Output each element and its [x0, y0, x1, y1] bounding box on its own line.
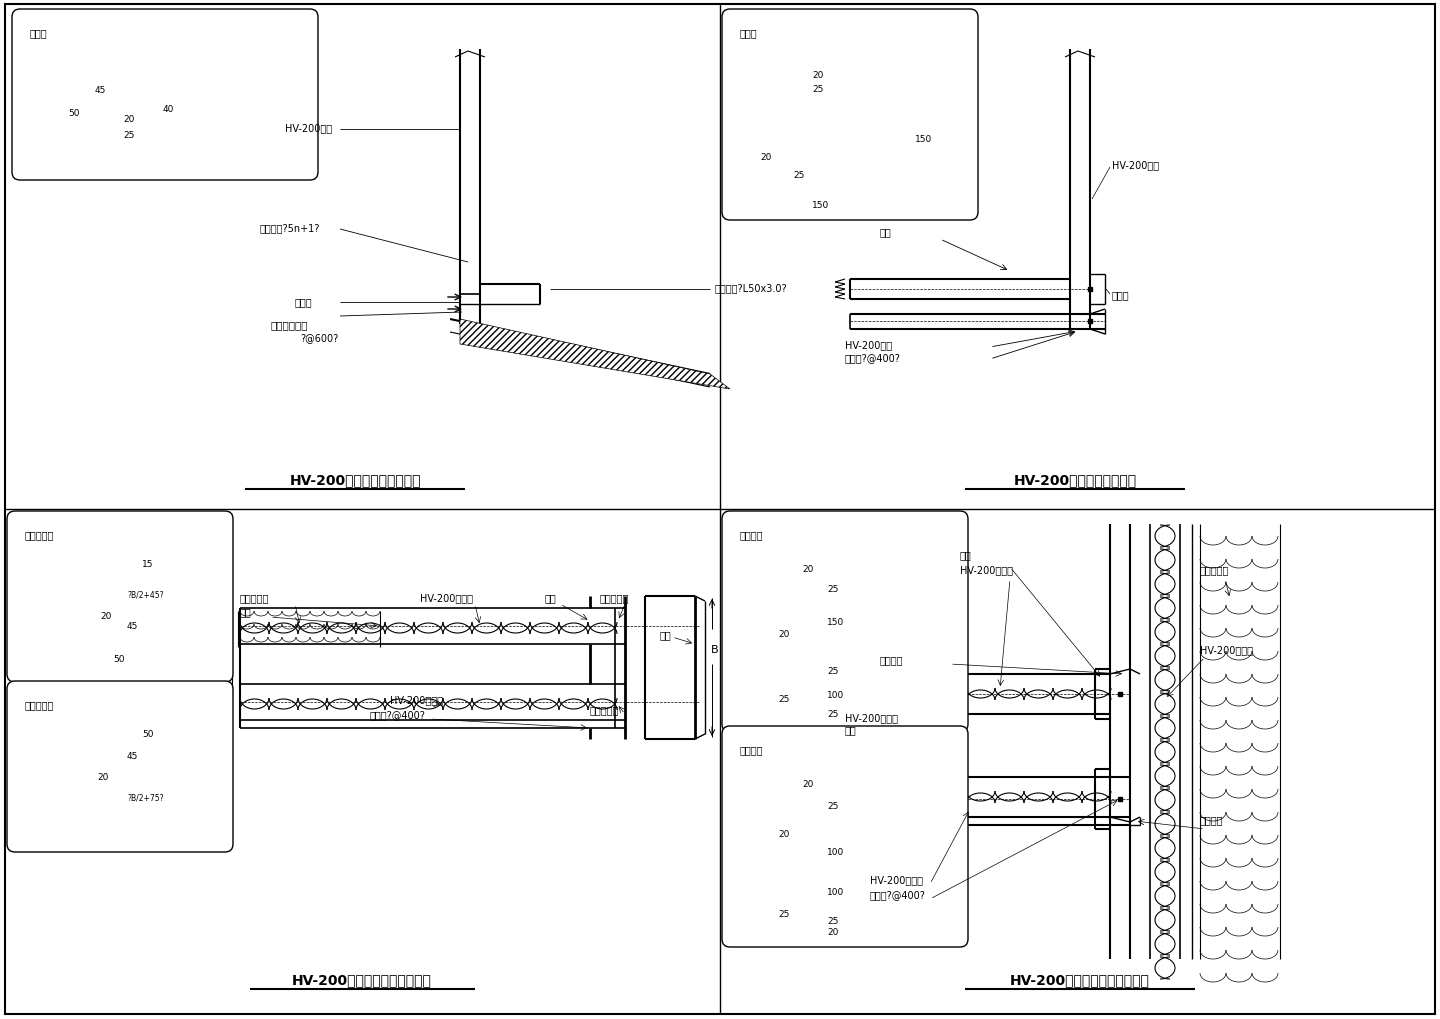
Text: 拉铆钉?@400?: 拉铆钉?@400?: [370, 709, 426, 719]
Text: 自攻螺钉?5n+1?: 自攻螺钉?5n+1?: [261, 223, 320, 232]
Text: 包角板: 包角板: [1112, 289, 1129, 300]
Text: HV-200墙板: HV-200墙板: [845, 339, 893, 350]
Text: HV-200复合墙板窗侧泛水详图: HV-200复合墙板窗侧泛水详图: [292, 972, 432, 986]
Text: HV-200墙板: HV-200墙板: [1112, 160, 1159, 170]
Text: HV-200复合墙板墙角包角详图: HV-200复合墙板墙角包角详图: [1009, 972, 1151, 986]
Text: 45: 45: [127, 752, 138, 761]
Text: 20: 20: [760, 153, 772, 162]
Text: 外包角板: 外包角板: [1200, 814, 1224, 824]
Text: 25: 25: [827, 802, 838, 811]
Text: 窗框: 窗框: [660, 630, 671, 639]
FancyBboxPatch shape: [721, 727, 968, 947]
Text: 窗侧泛水板: 窗侧泛水板: [590, 704, 619, 714]
Text: 包角板: 包角板: [740, 28, 757, 38]
Text: 100: 100: [827, 691, 844, 700]
Text: 45: 45: [94, 86, 105, 95]
Text: 墙棱: 墙棱: [544, 592, 557, 602]
Text: 100: 100: [827, 888, 844, 897]
Text: 20: 20: [778, 829, 789, 839]
Text: 折边角钢?L50x3.0?: 折边角钢?L50x3.0?: [716, 282, 788, 292]
Text: 20: 20: [96, 772, 108, 782]
Text: 墙棱: 墙棱: [845, 725, 857, 735]
Text: 25: 25: [778, 695, 789, 704]
Text: 150: 150: [914, 136, 932, 145]
Text: 塑料膨胀螺丝: 塑料膨胀螺丝: [271, 320, 308, 330]
Text: 25: 25: [793, 170, 805, 179]
Text: 墙棱: 墙棱: [960, 549, 972, 559]
FancyBboxPatch shape: [7, 512, 233, 683]
Text: 20: 20: [802, 780, 814, 789]
Text: 50: 50: [143, 730, 154, 739]
Text: ?B/2+75?: ?B/2+75?: [127, 793, 164, 802]
Text: 窗侧包角板: 窗侧包角板: [24, 699, 55, 709]
Text: 25: 25: [778, 910, 789, 918]
FancyBboxPatch shape: [721, 512, 968, 733]
Text: HV-200墙板: HV-200墙板: [285, 123, 333, 132]
Text: 拉铆钉?@400?: 拉铆钉?@400?: [870, 890, 926, 899]
Text: HV-200墙板墙角包角详图: HV-200墙板墙角包角详图: [1014, 473, 1136, 486]
Text: 拉铆钉?@400?: 拉铆钉?@400?: [845, 353, 901, 363]
Text: HV-200墙板与地面连接详图: HV-200墙板与地面连接详图: [289, 473, 420, 486]
Text: 100: 100: [827, 848, 844, 857]
Text: 泛水板: 泛水板: [30, 28, 48, 38]
Text: HV-200内墙板: HV-200内墙板: [420, 592, 472, 602]
Text: B: B: [711, 644, 719, 654]
Text: 窗侧泛水板: 窗侧泛水板: [24, 530, 55, 539]
Text: 15: 15: [143, 560, 154, 569]
FancyBboxPatch shape: [7, 682, 233, 852]
Polygon shape: [459, 320, 730, 389]
Text: 内包角板: 内包角板: [880, 654, 903, 664]
Text: 20: 20: [122, 115, 134, 124]
Text: 外包角板: 外包角板: [740, 530, 763, 539]
Text: HV-200内墙板: HV-200内墙板: [960, 565, 1012, 575]
Text: 150: 150: [827, 618, 844, 627]
Text: HV-200内墙板: HV-200内墙板: [845, 712, 899, 722]
Text: 50: 50: [112, 655, 124, 663]
Text: 25: 25: [812, 86, 824, 95]
Text: 玻璃保温棉: 玻璃保温棉: [1200, 565, 1230, 575]
Text: 泛水板: 泛水板: [295, 297, 312, 307]
Text: 25: 25: [827, 666, 838, 676]
Text: 墙棱: 墙棱: [880, 227, 891, 236]
FancyBboxPatch shape: [721, 10, 978, 221]
Text: ?@600?: ?@600?: [300, 332, 338, 342]
Text: 20: 20: [802, 565, 814, 574]
Text: 150: 150: [812, 202, 829, 210]
Text: HV-200外墙板: HV-200外墙板: [390, 694, 444, 704]
Text: ?B/2+45?: ?B/2+45?: [127, 590, 164, 599]
FancyBboxPatch shape: [12, 10, 318, 180]
Text: HV-200外墙板: HV-200外墙板: [870, 874, 923, 884]
Text: HV-200外墙板: HV-200外墙板: [1200, 644, 1253, 654]
Text: 25: 25: [827, 585, 838, 594]
Text: 25: 25: [122, 130, 134, 140]
Text: 20: 20: [778, 630, 789, 639]
Text: 20: 20: [99, 611, 111, 621]
Text: 内包角板: 内包角板: [740, 744, 763, 754]
Text: 20: 20: [827, 927, 838, 936]
Text: 40: 40: [163, 105, 174, 114]
Text: 25: 25: [827, 710, 838, 718]
Text: 45: 45: [127, 622, 138, 631]
Text: 墙棱: 墙棱: [240, 606, 252, 616]
Text: 25: 25: [827, 917, 838, 925]
Text: 玻璃保温棉: 玻璃保温棉: [240, 592, 269, 602]
Text: 20: 20: [812, 70, 824, 79]
Text: 50: 50: [69, 108, 81, 117]
Text: 窗侧包角板: 窗侧包角板: [600, 592, 629, 602]
